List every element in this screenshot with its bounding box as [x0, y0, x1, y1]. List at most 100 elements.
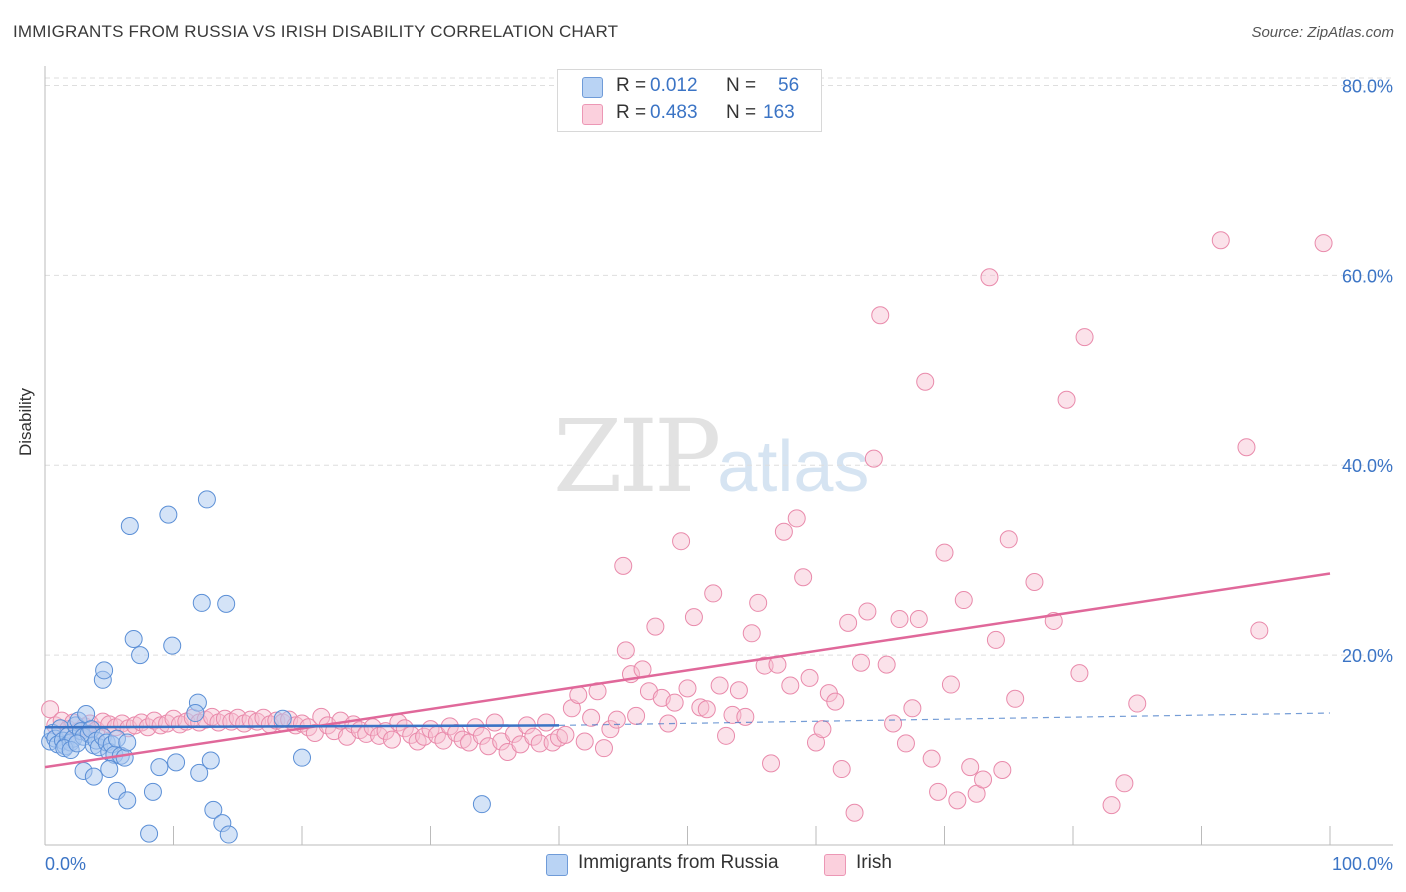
irish-point — [999, 530, 1018, 549]
irish-point — [710, 676, 729, 695]
legend-n-label: N = — [726, 75, 757, 96]
irish-point — [774, 522, 793, 541]
irish-point — [665, 693, 684, 712]
irish-point — [871, 306, 890, 325]
russia-point — [219, 825, 238, 844]
stats-legend: R = 0.012 N = 56 R = 0.483 N = 163 — [557, 69, 822, 132]
irish-point — [1070, 664, 1089, 683]
russia-point — [159, 505, 178, 524]
irish-point — [594, 739, 613, 758]
russia-point — [115, 748, 134, 767]
irish-point — [395, 719, 414, 738]
irish-point — [800, 668, 819, 687]
irish-point — [556, 725, 575, 744]
russia-point — [273, 709, 292, 728]
irish-point — [1314, 234, 1333, 253]
irish-point — [684, 608, 703, 627]
irish-point — [832, 760, 851, 779]
irish-point — [1237, 438, 1256, 457]
irish-point — [704, 584, 723, 603]
irish-point — [646, 617, 665, 636]
irish-point — [1115, 774, 1134, 793]
irish-point — [537, 713, 556, 732]
russia-point — [100, 760, 119, 779]
legend-n-value: 56 — [778, 75, 800, 96]
irish-point — [826, 692, 845, 711]
legend-r-value: 0.483 — [650, 102, 698, 123]
russia-point — [84, 767, 103, 786]
irish-point — [1057, 390, 1076, 409]
irish-point — [582, 708, 601, 727]
irish-point — [877, 655, 896, 674]
irish-point — [569, 685, 588, 704]
watermark-zip: ZIP — [553, 398, 721, 515]
irish-point — [485, 713, 504, 732]
russia-point — [201, 751, 220, 770]
irish-trend-line — [44, 572, 1331, 769]
russia-point — [163, 636, 182, 655]
irish-point — [954, 591, 973, 610]
irish-point — [845, 803, 864, 822]
irish-point — [736, 707, 755, 726]
russia-point — [95, 661, 114, 680]
irish-point — [1250, 621, 1269, 640]
irish-point — [472, 726, 491, 745]
irish-point — [794, 568, 813, 587]
irish-point — [961, 758, 980, 777]
irish-point — [787, 509, 806, 528]
irish-point — [1025, 573, 1044, 592]
irish-point — [781, 676, 800, 695]
russia-point — [167, 753, 186, 772]
irish-point — [903, 699, 922, 718]
russia-point — [143, 782, 162, 801]
irish-point — [935, 543, 954, 562]
irish-point — [762, 754, 781, 773]
bottom-legend-label-russia: Immigrants from Russia — [578, 852, 779, 873]
irish-point — [614, 556, 633, 575]
irish-point — [890, 610, 909, 629]
irish-point — [616, 641, 635, 660]
legend-r-label: R = — [616, 102, 647, 123]
legend-swatch-russia — [582, 77, 603, 98]
legend-n-value: 163 — [763, 102, 795, 123]
russia-point — [472, 795, 491, 814]
irish-point — [986, 630, 1005, 649]
russia-point — [68, 734, 87, 753]
irish-point — [813, 720, 832, 739]
irish-point — [678, 679, 697, 698]
irish-point — [858, 602, 877, 621]
irish-point — [916, 372, 935, 391]
russia-point — [197, 490, 216, 509]
russia-point — [140, 824, 159, 843]
russia-point — [190, 763, 209, 782]
bottom-legend-label-irish: Irish — [856, 852, 892, 873]
irish-point — [1006, 689, 1025, 708]
irish-point — [909, 610, 928, 629]
irish-point — [717, 726, 736, 745]
watermark-atlas: atlas — [717, 427, 870, 507]
irish-point — [974, 770, 993, 789]
irish-point — [896, 734, 915, 753]
y-tick-label: 80.0% — [1342, 76, 1393, 96]
x-tick-label: 100.0% — [1332, 854, 1393, 874]
irish-point — [691, 698, 710, 717]
russia-point — [118, 733, 137, 752]
bottom-legend-swatch-russia — [546, 854, 568, 876]
irish-point — [993, 760, 1012, 779]
russia-point — [293, 748, 311, 767]
irish-point — [864, 449, 883, 468]
russia-point — [204, 800, 223, 819]
irish-point — [755, 656, 774, 675]
chart-title: IMMIGRANTS FROM RUSSIA VS IRISH DISABILI… — [13, 22, 619, 41]
irish-point — [929, 782, 948, 801]
irish-point — [729, 681, 748, 700]
legend-r-label: R = — [616, 75, 647, 96]
irish-point — [980, 268, 999, 287]
russia-point — [77, 704, 96, 723]
irish-point — [922, 749, 941, 768]
irish-point — [41, 700, 60, 719]
watermark: ZIPatlas — [553, 398, 869, 515]
irish-point — [408, 732, 427, 751]
russia-point — [217, 594, 236, 613]
